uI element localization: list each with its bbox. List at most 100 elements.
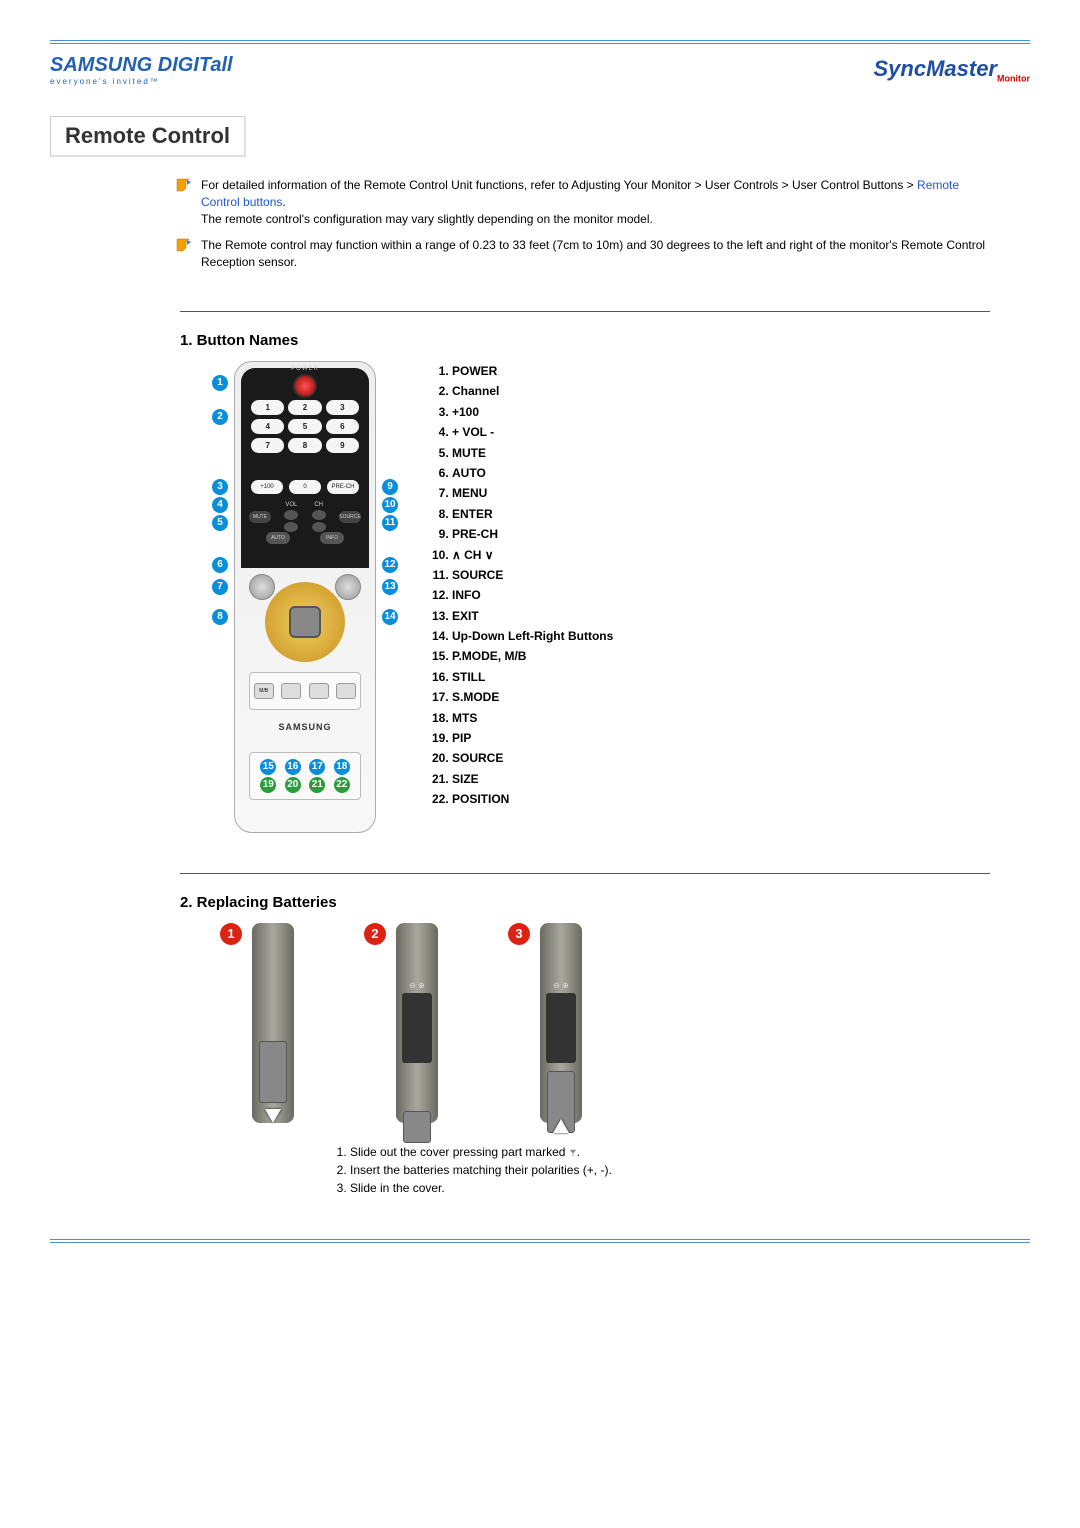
btn-item: PIP: [452, 728, 613, 748]
note-1-a: For detailed information of the Remote C…: [201, 178, 917, 192]
note-1-b: .: [282, 195, 285, 209]
btn-item: MTS: [452, 708, 613, 728]
instruction-3: Slide in the cover.: [350, 1179, 1030, 1197]
bottom-panel: 15 16 17 18 19 20 21 22: [249, 752, 361, 800]
btn-item: MENU: [452, 483, 613, 503]
mode-panel: M/B: [249, 672, 361, 710]
battery-instructions: Slide out the cover pressing part marked…: [330, 1143, 1030, 1197]
callout-12: 12: [382, 557, 398, 573]
btn-item: ∧ CH ∨: [452, 545, 613, 565]
section-button-names-title: 1. Button Names: [180, 332, 1030, 349]
numpad: 123 456 789: [251, 400, 359, 453]
remote-top-panel: POWER 123 456 789 +1000PRE-CH MUTE VOL C…: [241, 368, 369, 568]
note-2: The Remote control may function within a…: [175, 237, 990, 271]
btn-item: POWER: [452, 361, 613, 381]
callout-1: 1: [212, 375, 228, 391]
callout-14: 14: [382, 609, 398, 625]
notes-block: For detailed information of the Remote C…: [175, 177, 990, 271]
callout-19: 19: [260, 777, 276, 793]
instr1-text: Slide out the cover pressing part marked: [350, 1145, 569, 1159]
logo-samsung: SAMSUNG DIGITall everyone's invited™: [50, 54, 233, 86]
remote-body: POWER 123 456 789 +1000PRE-CH MUTE VOL C…: [234, 361, 376, 833]
callout-21: 21: [309, 777, 325, 793]
btn-item: EXIT: [452, 606, 613, 626]
remote-brand: SAMSUNG: [235, 722, 375, 732]
instr1-suffix: .: [577, 1145, 580, 1159]
remote-diagram: 1 2 3 4 5 6 7 8 9 10 11 12 13 14 POWER 1…: [220, 361, 390, 833]
logo-right-text: SyncMaster: [873, 56, 997, 81]
logo-right-sub: Monitor: [997, 74, 1030, 84]
callout-3: 3: [212, 479, 228, 495]
plus100-row: +1000PRE-CH: [251, 480, 359, 494]
callout-16: 16: [285, 759, 301, 775]
battery-row: 1 2 3: [220, 923, 1030, 1123]
page: SAMSUNG DIGITall everyone's invited™ Syn…: [50, 40, 1030, 1243]
battery-step-3: 3: [508, 923, 582, 1123]
callout-20: 20: [285, 777, 301, 793]
battery-step-1: 1: [220, 923, 294, 1123]
btn-item: SOURCE: [452, 565, 613, 585]
btn-item: SIZE: [452, 769, 613, 789]
btn-item: INFO: [452, 585, 613, 605]
callout-15: 15: [260, 759, 276, 775]
logo-tagline: everyone's invited™: [50, 77, 233, 86]
logo-syncmaster: SyncMasterMonitor: [873, 56, 1030, 83]
callout-10: 10: [382, 497, 398, 513]
header: SAMSUNG DIGITall everyone's invited™ Syn…: [50, 54, 1030, 116]
logo-main-text: SAMSUNG DIGITall: [50, 54, 233, 76]
power-button-graphic: [293, 374, 317, 398]
button-list: POWER Channel +100 + VOL - MUTE AUTO MEN…: [430, 361, 613, 810]
divider: [180, 311, 990, 312]
page-title: Remote Control: [50, 116, 246, 157]
remote-side-1: [252, 923, 294, 1123]
arrow-up-icon: [553, 1119, 569, 1133]
callout-4: 4: [212, 497, 228, 513]
dpad: [265, 582, 345, 662]
btn-item: Up-Down Left-Right Buttons: [452, 626, 613, 646]
btn-item: STILL: [452, 667, 613, 687]
btn-item: AUTO: [452, 463, 613, 483]
vol-ch-row: MUTE VOL CH SOURCE: [249, 502, 361, 532]
note-1-text: For detailed information of the Remote C…: [201, 177, 990, 227]
power-label: POWER: [241, 366, 369, 372]
btn-item: PRE-CH: [452, 524, 613, 544]
callout-7: 7: [212, 579, 228, 595]
step-number: 2: [364, 923, 386, 945]
remote-side-3: [540, 923, 582, 1123]
btn-item: S.MODE: [452, 687, 613, 707]
callout-18: 18: [334, 759, 350, 775]
step-number: 1: [220, 923, 242, 945]
note-1-c: The remote control's configuration may v…: [201, 212, 653, 226]
instruction-1: Slide out the cover pressing part marked…: [350, 1143, 1030, 1161]
callout-13: 13: [382, 579, 398, 595]
btn-item: + VOL -: [452, 422, 613, 442]
note-icon: [175, 237, 193, 253]
callout-8: 8: [212, 609, 228, 625]
section-batteries-title: 2. Replacing Batteries: [180, 894, 1030, 911]
callout-22: 22: [334, 777, 350, 793]
callout-9: 9: [382, 479, 398, 495]
note-icon: [175, 177, 193, 193]
btn-item: Channel: [452, 381, 613, 401]
marker-arrow-icon: [569, 1149, 577, 1157]
remote-side-2: [396, 923, 438, 1123]
divider: [180, 873, 990, 874]
btn-item: MUTE: [452, 443, 613, 463]
callout-6: 6: [212, 557, 228, 573]
callout-2: 2: [212, 409, 228, 425]
callout-17: 17: [309, 759, 325, 775]
note-1: For detailed information of the Remote C…: [175, 177, 990, 227]
btn-item: SOURCE: [452, 748, 613, 768]
btn-item: P.MODE, M/B: [452, 646, 613, 666]
auto-info-row: AUTOINFO: [251, 532, 359, 544]
callout-5: 5: [212, 515, 228, 531]
btn-item: ENTER: [452, 504, 613, 524]
callout-11: 11: [382, 515, 398, 531]
step-number: 3: [508, 923, 530, 945]
button-names-section: 1 2 3 4 5 6 7 8 9 10 11 12 13 14 POWER 1…: [220, 361, 1030, 833]
arrow-down-icon: [265, 1109, 281, 1123]
note-2-text: The Remote control may function within a…: [201, 237, 990, 271]
battery-section: 1 2 3: [180, 923, 1030, 1197]
battery-step-2: 2: [364, 923, 438, 1123]
btn-item: POSITION: [452, 789, 613, 809]
